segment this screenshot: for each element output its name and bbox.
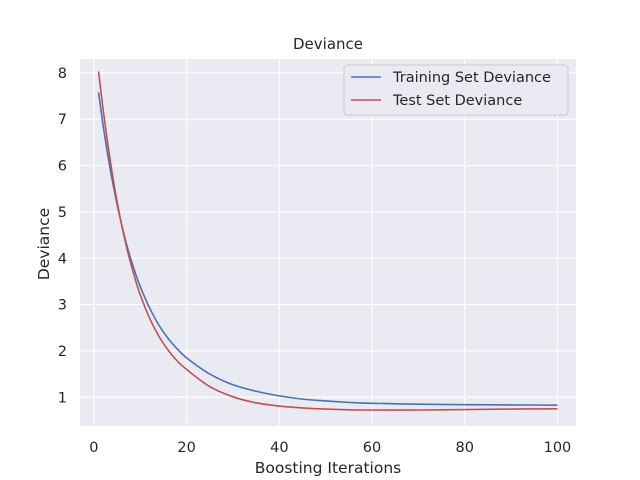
x-tick-label: 100 [544, 440, 572, 456]
legend-entry-label: Training Set Deviance [392, 70, 551, 86]
y-axis-label: Deviance [35, 208, 53, 280]
series-layer [97, 71, 558, 411]
grid [80, 59, 576, 426]
y-tick-label: 1 [58, 390, 67, 406]
x-tick-label: 0 [89, 440, 98, 456]
chart-title: Deviance [293, 35, 363, 53]
legend-entry-label: Test Set Deviance [392, 93, 522, 109]
y-axis-ticks: 1 2 3 4 5 6 7 8 [58, 66, 67, 406]
y-tick-label: 2 [58, 344, 67, 360]
y-tick-label: 4 [58, 251, 67, 267]
x-axis-label: Boosting Iterations [255, 459, 401, 477]
y-tick-label: 7 [58, 112, 67, 128]
x-tick-label: 20 [177, 440, 195, 456]
test-series-line [97, 71, 558, 411]
y-tick-label: 3 [58, 298, 67, 314]
y-tick-label: 8 [58, 66, 67, 82]
x-tick-label: 80 [456, 440, 474, 456]
x-axis-ticks: 0 20 40 60 80 100 [89, 440, 571, 456]
x-tick-label: 40 [270, 440, 288, 456]
x-tick-label: 60 [363, 440, 381, 456]
legend-box [343, 64, 569, 116]
legend: Training Set Deviance Test Set Deviance [343, 64, 569, 116]
y-tick-label: 6 [58, 159, 67, 175]
plot-area [80, 59, 576, 426]
y-tick-label: 5 [58, 205, 67, 221]
